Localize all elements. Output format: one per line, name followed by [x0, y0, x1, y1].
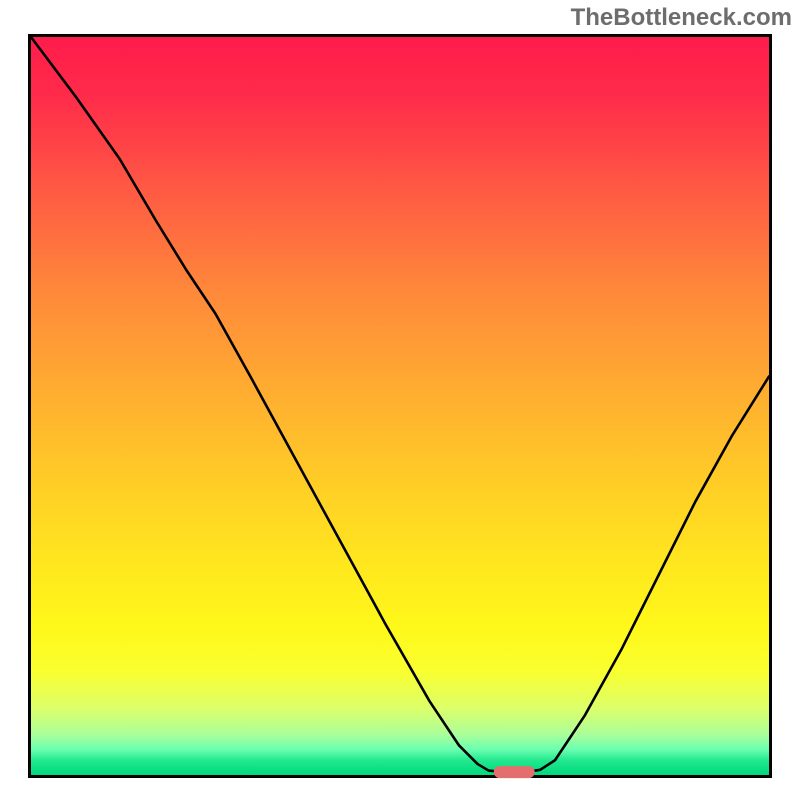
plot-frame	[28, 34, 772, 778]
bottleneck-curve	[31, 37, 769, 775]
optimal-marker	[494, 766, 535, 778]
chart-container: { "watermark": { "text": "TheBottleneck.…	[0, 0, 800, 800]
watermark-text: TheBottleneck.com	[571, 4, 792, 32]
